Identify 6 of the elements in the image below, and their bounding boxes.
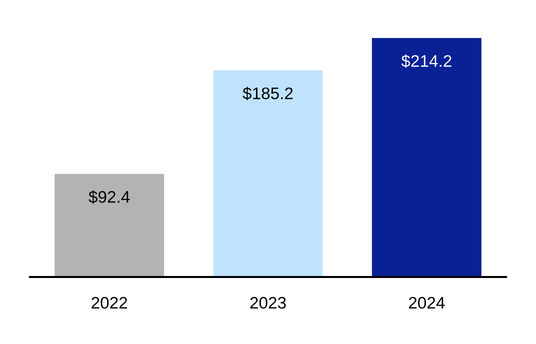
data-label: $214.2 <box>401 54 452 68</box>
x-tick-label: 2024 <box>408 296 445 309</box>
data-label: $185.2 <box>242 86 293 100</box>
x-tick-label: 2022 <box>92 296 128 309</box>
x-tick-label: 2023 <box>250 296 286 309</box>
data-label: $92.4 <box>88 190 130 204</box>
